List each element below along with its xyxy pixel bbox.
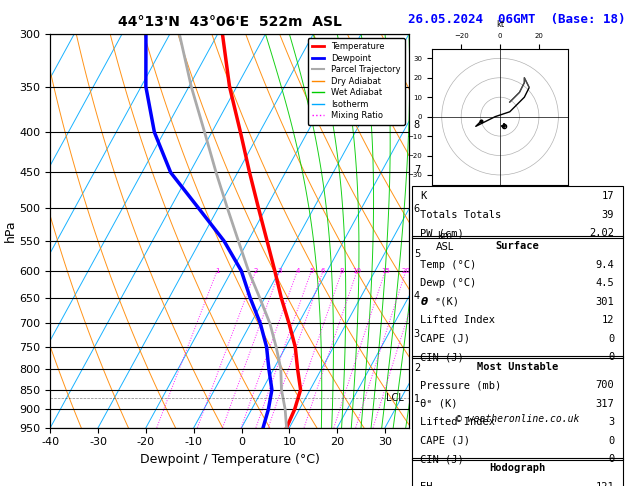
- Text: Dewp (°C): Dewp (°C): [420, 278, 476, 289]
- Text: 8: 8: [340, 268, 344, 274]
- Text: Surface: Surface: [496, 242, 539, 251]
- Text: 9.4: 9.4: [596, 260, 615, 270]
- Text: 3: 3: [608, 417, 615, 427]
- Text: PW (cm): PW (cm): [420, 228, 464, 239]
- Text: 26.05.2024  06GMT  (Base: 18): 26.05.2024 06GMT (Base: 18): [408, 13, 626, 26]
- Text: 2: 2: [253, 268, 258, 274]
- Title: 44°13'N  43°06'E  522m  ASL: 44°13'N 43°06'E 522m ASL: [118, 15, 342, 29]
- Text: LCL: LCL: [386, 393, 404, 402]
- Text: CIN (J): CIN (J): [420, 352, 464, 363]
- Text: 15: 15: [381, 268, 390, 274]
- Text: Lifted Index: Lifted Index: [420, 315, 495, 326]
- Text: 317: 317: [596, 399, 615, 409]
- X-axis label: kt: kt: [496, 20, 504, 29]
- Text: 0: 0: [608, 334, 615, 344]
- Text: Pressure (mb): Pressure (mb): [420, 380, 501, 390]
- Text: 301: 301: [596, 297, 615, 307]
- Text: CAPE (J): CAPE (J): [420, 334, 470, 344]
- Text: θᵉ (K): θᵉ (K): [420, 399, 458, 409]
- Text: 121: 121: [596, 482, 615, 486]
- Text: CIN (J): CIN (J): [420, 454, 464, 464]
- X-axis label: Dewpoint / Temperature (°C): Dewpoint / Temperature (°C): [140, 453, 320, 466]
- Text: 0: 0: [608, 454, 615, 464]
- Text: © weatheronline.co.uk: © weatheronline.co.uk: [455, 414, 579, 424]
- Text: K: K: [420, 191, 426, 202]
- Text: 3: 3: [277, 268, 282, 274]
- Text: 1: 1: [215, 268, 220, 274]
- Text: 4: 4: [295, 268, 299, 274]
- Text: 700: 700: [596, 380, 615, 390]
- Text: 0: 0: [608, 352, 615, 363]
- Text: 20: 20: [401, 268, 410, 274]
- Text: 39: 39: [602, 210, 615, 220]
- Text: 17: 17: [602, 191, 615, 202]
- Text: 0: 0: [608, 436, 615, 446]
- Legend: Temperature, Dewpoint, Parcel Trajectory, Dry Adiabat, Wet Adiabat, Isotherm, Mi: Temperature, Dewpoint, Parcel Trajectory…: [308, 38, 404, 124]
- Y-axis label: hPa: hPa: [4, 220, 17, 242]
- Text: Hodograph: Hodograph: [489, 464, 545, 473]
- Y-axis label: km
ASL: km ASL: [436, 231, 454, 252]
- Text: Temp (°C): Temp (°C): [420, 260, 476, 270]
- Text: θ: θ: [420, 297, 427, 307]
- Text: 2.02: 2.02: [589, 228, 615, 239]
- Text: Most Unstable: Most Unstable: [477, 362, 558, 372]
- Text: 10: 10: [353, 268, 362, 274]
- Text: 4.5: 4.5: [596, 278, 615, 289]
- Text: 6: 6: [321, 268, 325, 274]
- Text: Lifted Index: Lifted Index: [420, 417, 495, 427]
- Text: EH: EH: [420, 482, 433, 486]
- Text: 5: 5: [309, 268, 314, 274]
- Text: Totals Totals: Totals Totals: [420, 210, 501, 220]
- Text: ᵉ(K): ᵉ(K): [435, 297, 460, 307]
- Text: 12: 12: [602, 315, 615, 326]
- Text: CAPE (J): CAPE (J): [420, 436, 470, 446]
